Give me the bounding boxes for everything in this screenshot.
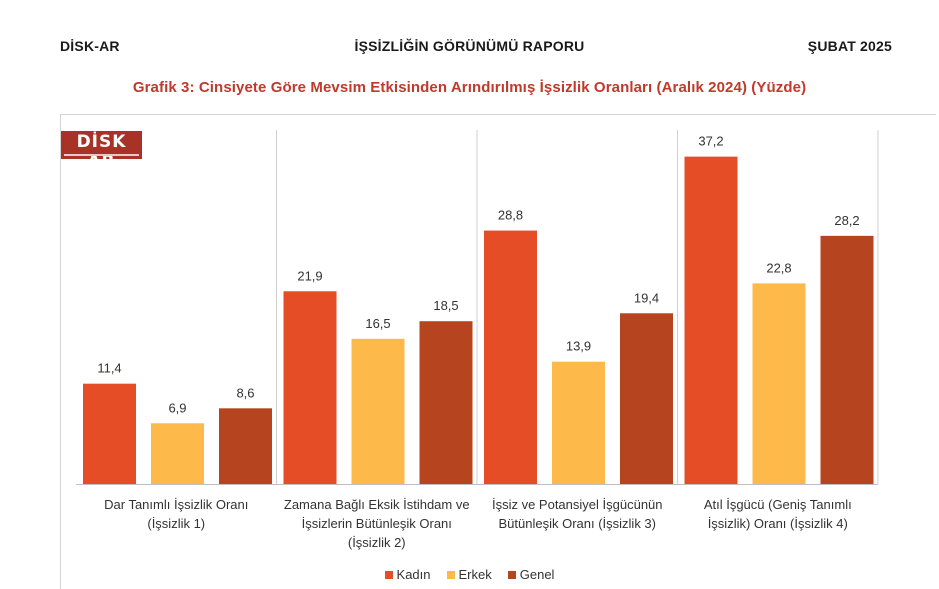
data-label: 18,5	[433, 298, 458, 313]
logo-subtitle-strip	[64, 154, 139, 156]
bar-erkek	[552, 361, 605, 484]
bar-erkek	[752, 283, 806, 484]
report-date: ŞUBAT 2025	[807, 38, 892, 54]
legend-label: Kadın	[396, 567, 431, 582]
category-label: İşsiz ve Potansiyel İşgücünün	[492, 497, 663, 512]
bar-kadın	[283, 291, 337, 484]
report-title: İŞSİZLİĞİN GÖRÜNÜMÜ RAPORU	[354, 38, 585, 54]
data-label: 21,9	[297, 268, 322, 283]
bar-genel	[419, 321, 473, 484]
data-label: 11,4	[97, 361, 121, 376]
category-label: İşsizlik) Oranı (İşsizlik 4)	[708, 516, 848, 531]
legend-label: Genel	[519, 567, 555, 582]
data-label: 22,8	[766, 260, 791, 275]
chart-area	[60, 114, 936, 589]
data-label: 16,5	[365, 316, 390, 331]
bar-erkek	[351, 338, 405, 484]
data-label: 8,6	[236, 385, 254, 400]
legend-swatch	[384, 570, 393, 579]
legend-item-erkek: Erkek	[446, 567, 492, 582]
category-label: Dar Tanımlı İşsizlik Oranı	[104, 497, 248, 512]
bar-genel	[820, 235, 874, 484]
header-left-text: DİSK-AR	[60, 38, 120, 54]
data-label: 37,2	[698, 134, 723, 149]
bar-genel	[620, 313, 673, 484]
bar-kadın	[684, 156, 738, 484]
chart-legend: Kadın Erkek Genel	[0, 567, 939, 582]
logo-text: DİSK AR	[76, 132, 127, 172]
legend-item-genel: Genel	[507, 567, 555, 582]
category-label: Atıl İşgücü (Geniş Tanımlı	[704, 497, 852, 512]
bar-erkek	[151, 423, 204, 484]
category-label: Zamana Bağlı Eksik İstihdam ve	[284, 497, 470, 512]
disk-ar-logo: DİSK AR	[61, 131, 142, 172]
category-label: Bütünleşik Oranı (İşsizlik 3)	[499, 516, 657, 531]
category-label: (İşsizlik 2)	[348, 535, 406, 550]
data-label: 19,4	[634, 290, 659, 305]
data-label: 6,9	[168, 400, 186, 415]
legend-label: Erkek	[458, 567, 492, 582]
bar-kadın	[83, 383, 136, 484]
chart-title: Grafik 3: Cinsiyete Göre Mevsim Etkisind…	[132, 79, 807, 96]
bar-kadın	[484, 230, 537, 484]
data-label: 28,8	[498, 208, 523, 223]
legend-swatch	[507, 570, 516, 579]
legend-item-kadın: Kadın	[384, 567, 431, 582]
bar-genel	[219, 408, 272, 484]
legend-swatch	[446, 570, 455, 579]
data-label: 28,2	[834, 213, 859, 228]
category-label: (İşsizlik 1)	[147, 516, 205, 531]
data-label: 13,9	[566, 339, 591, 354]
category-label: İşsizlerin Bütünleşik Oranı	[302, 516, 452, 531]
